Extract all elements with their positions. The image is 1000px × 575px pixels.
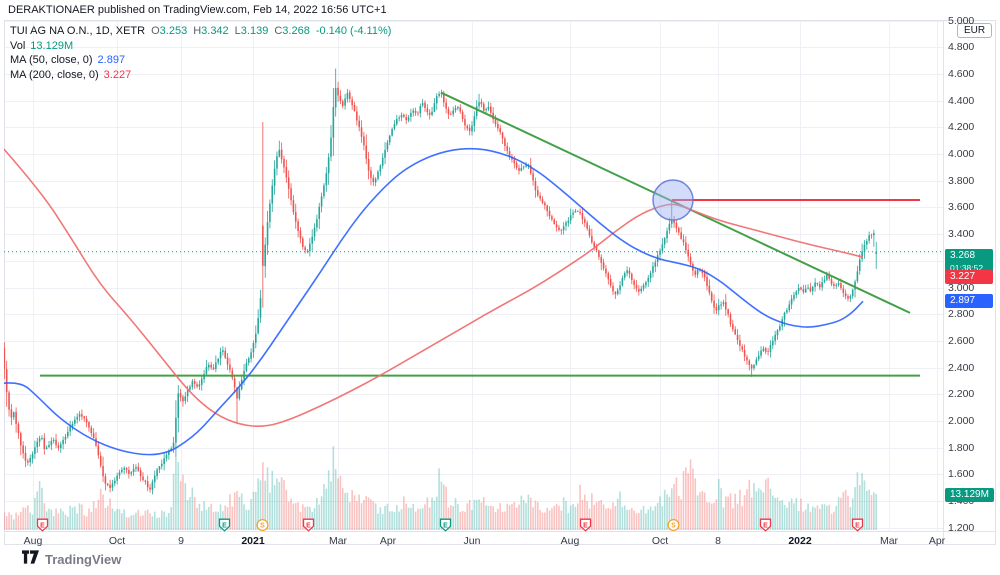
svg-text:E: E	[306, 522, 311, 529]
tradingview-logo-icon	[22, 550, 39, 569]
panel-border	[4, 20, 996, 545]
price-tick-label: 2.000	[948, 415, 975, 427]
ma50-label: MA (50, close, 0)	[10, 54, 93, 66]
time-tick-label: Jun	[463, 535, 481, 547]
legend-ma50-row[interactable]: MA (50, close, 0) 2.897	[10, 53, 391, 68]
attribution-text: DERAKTIONAER published on TradingView.co…	[8, 4, 387, 16]
price-tick-label: 3.000	[948, 281, 975, 294]
ohlc-letter: C	[274, 25, 283, 37]
ohlc-value: 3.342	[201, 25, 229, 37]
price-tick-label: 3.800	[948, 174, 975, 187]
time-tick-label: Mar	[879, 535, 899, 547]
svg-text:S: S	[260, 522, 265, 529]
legend-symbol-row[interactable]: TUI AG NA O.N., 1D, XETR O3.253 H3.342 L3.1…	[10, 24, 391, 39]
price-tick-label: 4.000	[948, 148, 975, 160]
svg-text:E: E	[583, 522, 588, 529]
volume-bars	[4, 446, 877, 530]
legend-ma200-row[interactable]: MA (200, close, 0) 3.227	[10, 68, 391, 83]
ma200-reading: 3.227	[103, 68, 132, 81]
price-badge-ma50-value: 2.897	[945, 294, 993, 308]
price-tick-label: 2.400	[948, 361, 975, 374]
split-event-icon[interactable]: S	[255, 518, 269, 532]
breakout-highlight-circle[interactable]	[652, 179, 694, 221]
ma200-label: MA (200, close, 0)	[10, 68, 99, 81]
tradingview-attribution[interactable]: TradingView	[22, 550, 121, 569]
change-value: -0.140 (-4.11%)	[315, 25, 392, 37]
volume-label: Vol	[10, 39, 26, 52]
time-tick-label: Aug	[23, 535, 43, 547]
svg-text:E: E	[763, 522, 768, 529]
price-badge-ma200-value: 3.227	[945, 270, 993, 284]
ma200-line[interactable]	[0, 145, 864, 428]
ohlc-letter: H	[193, 25, 202, 37]
ma50-line[interactable]	[0, 147, 864, 456]
candles	[4, 68, 877, 495]
ma50-reading: 2.897	[97, 54, 126, 66]
price-tick-label: 1.200	[948, 521, 975, 534]
time-tick-label: Oct	[108, 535, 126, 547]
price-tick-label: 1.600	[948, 468, 975, 481]
price-tick-label: 2.200	[948, 388, 975, 401]
earnings-event-icon[interactable]: E	[36, 518, 49, 532]
time-tick-label: 9	[178, 535, 184, 547]
earnings-event-icon[interactable]: E	[439, 518, 452, 532]
ohlc-letter: L	[234, 25, 241, 37]
price-tick-label: 2.600	[948, 334, 975, 347]
ohlc-value: 3.253	[159, 25, 188, 37]
price-tick-label: 4.800	[948, 41, 975, 54]
ohlc-letter: O	[151, 25, 160, 37]
earnings-event-icon[interactable]: E	[302, 518, 315, 532]
svg-text:E: E	[443, 522, 448, 529]
split-event-icon[interactable]: S	[666, 518, 680, 532]
price-tick-label: 2.800	[948, 308, 975, 321]
chart-legend: TUI AG NA O.N., 1D, XETR O3.253 H3.342 L3.1…	[10, 24, 391, 82]
gridlines	[4, 20, 943, 531]
time-tick-label: Apr	[928, 535, 946, 547]
time-tick-label: Mar	[328, 535, 348, 547]
price-tick-label: 3.400	[948, 228, 975, 241]
price-tick-label: 5.000	[948, 14, 975, 27]
time-tick-label: Apr	[379, 535, 397, 547]
tradingview-brand-text: TradingView	[45, 552, 122, 567]
time-tick-label: 8	[715, 535, 721, 547]
descending-trendline[interactable]	[440, 91, 911, 314]
time-tick-label: 2021	[241, 535, 265, 547]
ohlc-value: 3.139	[240, 25, 269, 37]
ohlc-value: 3.268	[282, 25, 310, 37]
svg-text:E: E	[855, 522, 860, 529]
price-tick-label: 4.600	[948, 67, 975, 80]
earnings-event-icon[interactable]: E	[218, 518, 231, 532]
symbol-title: TUI AG NA O.N., 1D, XETR	[10, 25, 146, 37]
svg-text:S: S	[671, 522, 676, 529]
price-tick-label: 4.400	[948, 94, 975, 107]
currency-badge[interactable]: EUR	[957, 23, 993, 38]
price-badge-volume-value: 13.129M	[945, 488, 994, 502]
svg-text:E: E	[222, 522, 227, 529]
price-tick-label: 1.800	[948, 441, 975, 454]
earnings-event-icon[interactable]: E	[579, 518, 592, 532]
price-tick-label: 4.200	[948, 121, 975, 134]
earnings-event-icon[interactable]: E	[759, 518, 772, 532]
price-tick-label: 3.600	[948, 201, 975, 214]
svg-text:E: E	[40, 522, 45, 529]
time-tick-label: Oct	[651, 535, 669, 547]
legend-volume-row[interactable]: Vol 13.129M	[10, 39, 391, 54]
volume-reading: 13.129M	[30, 39, 74, 52]
time-tick-label: 2022	[788, 535, 812, 547]
earnings-event-icon[interactable]: E	[851, 518, 864, 532]
time-tick-label: Aug	[560, 535, 580, 547]
